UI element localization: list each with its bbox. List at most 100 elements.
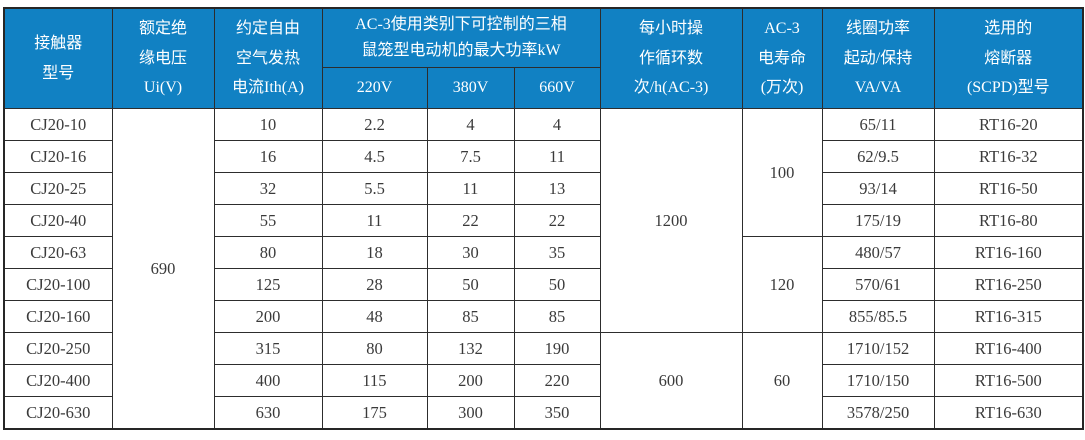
p380-cell: 22 — [426, 204, 515, 237]
p660-cell: 220 — [513, 364, 601, 397]
p220-cell: 4.5 — [321, 140, 428, 173]
p380-cell: 30 — [426, 236, 515, 269]
p220-cell: 2.2 — [321, 108, 428, 141]
coil-cell: 93/14 — [821, 172, 935, 205]
p660-cell: 13 — [513, 172, 601, 205]
fuse-cell: RT16-50 — [933, 172, 1084, 205]
coil-cell: 855/85.5 — [821, 300, 935, 333]
ith-cell: 400 — [213, 364, 323, 397]
header-cycles-per-hour: 每小时操 作循环数 次/h(AC-3) — [599, 7, 743, 109]
p380-cell: 300 — [426, 396, 515, 430]
page-container: 接触器 型号 额定绝 缘电压 Ui(V) 约定自由 空气发热 电流Ith(A) … — [3, 7, 1085, 430]
header-380v: 380V — [426, 67, 515, 109]
p660-cell: 4 — [513, 108, 601, 141]
p380-cell: 50 — [426, 268, 515, 301]
ith-cell: 16 — [213, 140, 323, 173]
fuse-cell: RT16-250 — [933, 268, 1084, 301]
table-row: CJ20-250 315 80 132 190 600 60 1710/152 RT16-400 — [3, 332, 1084, 430]
contactor-spec-table: 接触器 型号 额定绝 缘电压 Ui(V) 约定自由 空气发热 电流Ith(A) … — [3, 7, 1085, 430]
header-model: 接触器 型号 — [3, 7, 113, 109]
p220-cell: 115 — [321, 364, 428, 397]
model-cell: CJ20-250 — [3, 332, 113, 365]
coil-cell: 1710/152 — [821, 332, 935, 365]
model-cell: CJ20-160 — [3, 300, 113, 333]
model-cell: CJ20-25 — [3, 172, 113, 205]
p220-cell: 175 — [321, 396, 428, 430]
model-cell: CJ20-100 — [3, 268, 113, 301]
fuse-cell: RT16-500 — [933, 364, 1084, 397]
p220-cell: 11 — [321, 204, 428, 237]
table-row: CJ20-40 55 11 22 22 175/19 RT16-80 — [3, 204, 1084, 237]
fuse-cell: RT16-315 — [933, 300, 1084, 333]
header-thermal-current: 约定自由 空气发热 电流Ith(A) — [213, 7, 323, 109]
header-power-group: AC-3使用类别下可控制的三相 鼠笼型电动机的最大功率kW — [321, 7, 601, 68]
table-row: CJ20-400 400 115 200 220 1710/150 RT16-500 — [3, 364, 1084, 397]
ith-cell: 315 — [213, 332, 323, 365]
p660-cell: 50 — [513, 268, 601, 301]
p380-cell: 7.5 — [426, 140, 515, 173]
p220-cell: 28 — [321, 268, 428, 301]
fuse-cell: RT16-80 — [933, 204, 1084, 237]
p660-cell: 22 — [513, 204, 601, 237]
coil-cell: 175/19 — [821, 204, 935, 237]
ith-cell: 125 — [213, 268, 323, 301]
p380-cell: 11 — [426, 172, 515, 205]
table-body: CJ20-10 690 10 2.2 4 4 1200 100 65/11 RT16-20 CJ20… — [3, 108, 1084, 430]
p220-cell: 18 — [321, 236, 428, 269]
model-cell: CJ20-40 — [3, 204, 113, 237]
ui-cell: 690 — [111, 108, 215, 430]
coil-cell: 1710/150 — [821, 364, 935, 397]
p660-cell: 85 — [513, 300, 601, 333]
table-row: CJ20-630 630 175 300 350 3578/250 RT16-630 — [3, 396, 1084, 430]
fuse-cell: RT16-400 — [933, 332, 1084, 365]
p380-cell: 200 — [426, 364, 515, 397]
coil-cell: 65/11 — [821, 108, 935, 141]
fuse-cell: RT16-630 — [933, 396, 1084, 430]
coil-cell: 62/9.5 — [821, 140, 935, 173]
table-row: CJ20-16 16 4.5 7.5 11 62/9.5 RT16-32 — [3, 140, 1084, 173]
header-220v: 220V — [321, 67, 428, 109]
p660-cell: 350 — [513, 396, 601, 430]
cycles-cell: 600 — [599, 332, 743, 430]
model-cell: CJ20-63 — [3, 236, 113, 269]
model-cell: CJ20-16 — [3, 140, 113, 173]
ith-cell: 80 — [213, 236, 323, 269]
life-cell: 60 — [741, 332, 823, 430]
fuse-cell: RT16-160 — [933, 236, 1084, 269]
table-row: CJ20-63 80 18 30 35 120 480/57 RT16-160 — [3, 236, 1084, 333]
p220-cell: 5.5 — [321, 172, 428, 205]
p380-cell: 85 — [426, 300, 515, 333]
header-coil-power: 线圈功率 起动/保持 VA/VA — [821, 7, 935, 109]
header-insulation-voltage: 额定绝 缘电压 Ui(V) — [111, 7, 215, 109]
p660-cell: 11 — [513, 140, 601, 173]
fuse-cell: RT16-20 — [933, 108, 1084, 141]
table-row: CJ20-25 32 5.5 11 13 93/14 RT16-50 — [3, 172, 1084, 205]
ith-cell: 55 — [213, 204, 323, 237]
cycles-cell: 1200 — [599, 108, 743, 333]
header-row-top: 接触器 型号 额定绝 缘电压 Ui(V) 约定自由 空气发热 电流Ith(A) … — [3, 7, 1084, 109]
ith-cell: 200 — [213, 300, 323, 333]
table-row: CJ20-10 690 10 2.2 4 4 1200 100 65/11 RT16-20 — [3, 108, 1084, 430]
header-fuse: 选用的 熔断器 (SCPD)型号 — [933, 7, 1084, 109]
life-cell: 100 — [741, 108, 823, 237]
ith-cell: 32 — [213, 172, 323, 205]
coil-cell: 480/57 — [821, 236, 935, 269]
p220-cell: 80 — [321, 332, 428, 365]
table-row: CJ20-100 125 28 50 50 570/61 RT16-250 — [3, 268, 1084, 301]
life-cell: 120 — [741, 236, 823, 333]
p380-cell: 4 — [426, 108, 515, 141]
model-cell: CJ20-630 — [3, 396, 113, 430]
p660-cell: 190 — [513, 332, 601, 365]
p220-cell: 48 — [321, 300, 428, 333]
model-cell: CJ20-400 — [3, 364, 113, 397]
coil-cell: 3578/250 — [821, 396, 935, 430]
header-electrical-life: AC-3 电寿命 (万次) — [741, 7, 823, 109]
fuse-cell: RT16-32 — [933, 140, 1084, 173]
header-row-sub: 220V 380V 660V — [4, 67, 1083, 109]
ith-cell: 10 — [213, 108, 323, 141]
header-660v: 660V — [513, 67, 601, 109]
ith-cell: 630 — [213, 396, 323, 430]
model-cell: CJ20-10 — [3, 108, 113, 141]
table-header: 接触器 型号 额定绝 缘电压 Ui(V) 约定自由 空气发热 电流Ith(A) … — [3, 7, 1084, 109]
coil-cell: 570/61 — [821, 268, 935, 301]
